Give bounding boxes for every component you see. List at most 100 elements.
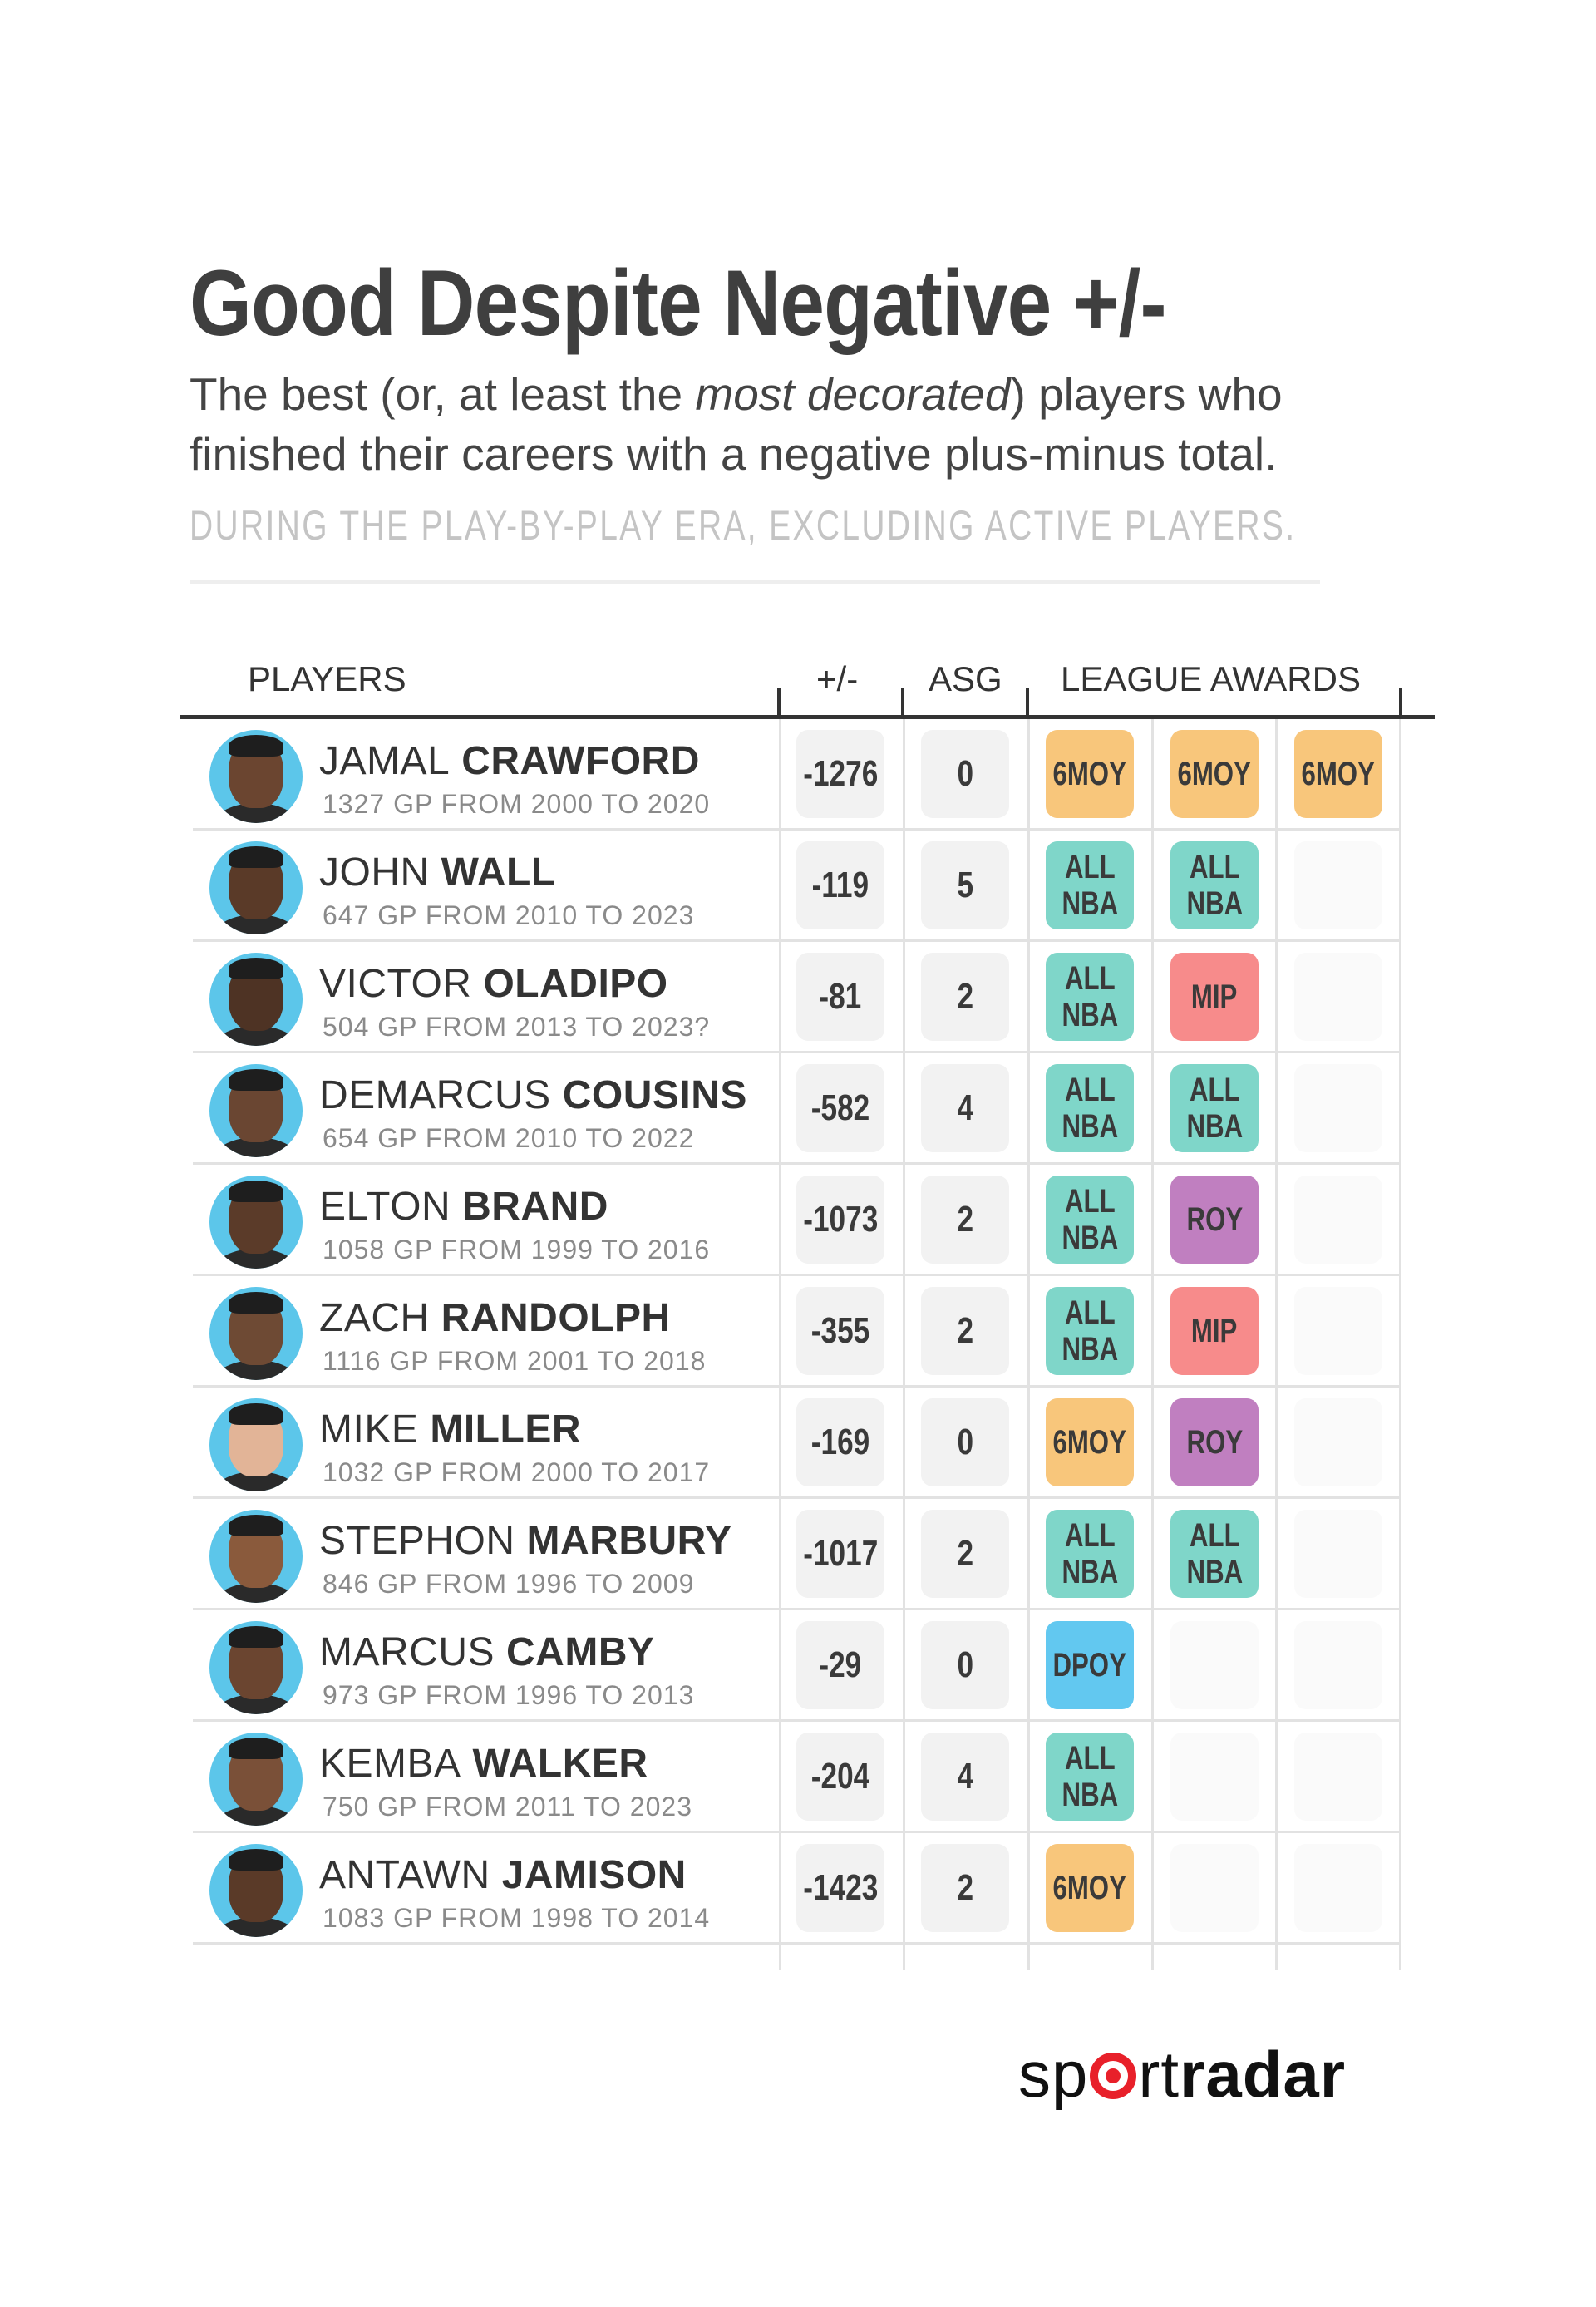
award-label: ROY: [1186, 1201, 1243, 1238]
asg-cell: 2: [921, 1510, 1009, 1598]
award-label: 6MOY: [1177, 756, 1252, 792]
column-divider: [779, 719, 781, 1970]
player-career-info: 750 GP FROM 2011 TO 2023: [323, 1792, 692, 1821]
player-avatar: [209, 1733, 303, 1826]
award-badge: 6MOY: [1046, 730, 1134, 818]
row-divider: [193, 1385, 1401, 1388]
column-divider: [1275, 719, 1278, 1970]
table-row: MIKE MILLER 1032 GP FROM 2000 TO 2017 -169 0…: [193, 1388, 1401, 1499]
player-career-info: 1083 GP FROM 1998 TO 2014: [323, 1903, 711, 1933]
player-career-info: 1327 GP FROM 2000 TO 2020: [323, 789, 711, 819]
award-badge: ALL NBA: [1046, 1176, 1134, 1264]
asg-value: 0: [957, 753, 973, 794]
award-label: DPOY: [1052, 1647, 1127, 1683]
award-empty-slot: [1294, 1621, 1382, 1709]
asg-value: 4: [957, 1087, 973, 1128]
asg-cell: 2: [921, 1287, 1009, 1375]
award-empty-slot: [1170, 1621, 1259, 1709]
award-label: ALL NBA: [1062, 1517, 1118, 1590]
player-name: KEMBA WALKER: [319, 1741, 648, 1787]
award-empty-slot: [1294, 1064, 1382, 1152]
asg-cell: 4: [921, 1064, 1009, 1152]
award-label: 6MOY: [1052, 756, 1127, 792]
sportradar-logo: sp rtradar: [1018, 2038, 1347, 2111]
player-avatar: [209, 730, 303, 823]
header-divider: [190, 580, 1320, 584]
player-first-name: ELTON: [319, 1185, 451, 1229]
award-label: ALL NBA: [1062, 1183, 1118, 1256]
player-career-info: 1116 GP FROM 2001 TO 2018: [323, 1346, 707, 1376]
award-empty-slot: [1294, 1176, 1382, 1264]
award-badge: 6MOY: [1294, 730, 1382, 818]
award-badge: ALL NBA: [1046, 1064, 1134, 1152]
row-divider: [193, 1608, 1401, 1610]
table-header-rule: [180, 715, 1435, 719]
award-label: MIP: [1191, 1313, 1238, 1349]
award-empty-slot: [1170, 1844, 1259, 1932]
award-badge: MIP: [1170, 1287, 1259, 1375]
table-row: ELTON BRAND 1058 GP FROM 1999 TO 2016 -1073…: [193, 1166, 1401, 1276]
row-divider: [193, 939, 1401, 942]
header-tick: [777, 688, 781, 718]
asg-cell: 0: [921, 730, 1009, 818]
player-first-name: KEMBA: [319, 1742, 461, 1786]
header-league-awards: LEAGUE AWARDS: [1061, 659, 1361, 698]
logo-target-icon: [1090, 2053, 1137, 2100]
player-career-info: 504 GP FROM 2013 TO 2023?: [323, 1012, 711, 1042]
player-first-name: JAMAL: [319, 739, 451, 783]
award-badge: MIP: [1170, 953, 1259, 1041]
page-note: DURING THE PLAY-BY-PLAY ERA, EXCLUDING A…: [190, 502, 1297, 549]
table-row: VICTOR OLADIPO 504 GP FROM 2013 TO 2023? -8…: [193, 943, 1401, 1053]
asg-cell: 2: [921, 953, 1009, 1041]
asg-cell: 0: [921, 1621, 1009, 1709]
page-subtitle: The best (or, at least the most decorate…: [190, 364, 1403, 484]
plus-minus-value: -169: [810, 1422, 870, 1462]
award-badge: ALL NBA: [1046, 953, 1134, 1041]
player-career-info: 973 GP FROM 1996 TO 2013: [323, 1680, 695, 1710]
award-label: ROY: [1186, 1424, 1243, 1461]
player-last-name: MARBURY: [526, 1519, 732, 1563]
player-name: VICTOR OLADIPO: [319, 961, 668, 1008]
header-asg: ASG: [929, 659, 1002, 698]
award-badge: ALL NBA: [1046, 1287, 1134, 1375]
player-avatar: [209, 1844, 303, 1937]
asg-value: 2: [957, 1310, 973, 1351]
asg-cell: 4: [921, 1733, 1009, 1821]
player-last-name: JAMISON: [501, 1853, 687, 1897]
player-avatar: [209, 841, 303, 934]
column-divider: [1151, 719, 1154, 1970]
player-last-name: CAMBY: [506, 1630, 655, 1674]
player-first-name: STEPHON: [319, 1519, 515, 1563]
award-label: ALL NBA: [1186, 849, 1243, 922]
award-label: 6MOY: [1301, 756, 1376, 792]
award-empty-slot: [1170, 1733, 1259, 1821]
player-first-name: DEMARCUS: [319, 1073, 551, 1117]
header-players: PLAYERS: [248, 659, 406, 698]
plus-minus-value: -81: [819, 976, 862, 1017]
table-row: ANTAWN JAMISON 1083 GP FROM 1998 TO 2014 -1…: [193, 1834, 1401, 1945]
award-badge: 6MOY: [1170, 730, 1259, 818]
player-last-name: BRAND: [462, 1185, 608, 1229]
player-name: DEMARCUS COUSINS: [319, 1072, 747, 1119]
asg-value: 4: [957, 1756, 973, 1797]
player-first-name: MARCUS: [319, 1630, 495, 1674]
award-badge: ALL NBA: [1046, 841, 1134, 929]
player-avatar: [209, 1510, 303, 1603]
plus-minus-value: -1423: [802, 1867, 879, 1908]
award-badge: ALL NBA: [1170, 841, 1259, 929]
plus-minus-value: -1073: [802, 1199, 879, 1240]
player-avatar: [209, 1176, 303, 1269]
plus-minus-value: -29: [819, 1644, 862, 1685]
row-divider: [193, 1274, 1401, 1276]
asg-value: 2: [957, 1199, 973, 1240]
table-row: STEPHON MARBURY 846 GP FROM 1996 TO 2009 -1…: [193, 1500, 1401, 1610]
player-last-name: COUSINS: [562, 1073, 747, 1117]
award-label: MIP: [1191, 979, 1238, 1015]
row-divider: [193, 1831, 1401, 1833]
plus-minus-value: -355: [810, 1310, 870, 1351]
player-avatar: [209, 1621, 303, 1714]
subtitle-emphasis: most decorated: [695, 368, 1011, 420]
award-badge: ALL NBA: [1046, 1510, 1134, 1598]
award-empty-slot: [1294, 1287, 1382, 1375]
player-last-name: OLADIPO: [483, 962, 668, 1006]
